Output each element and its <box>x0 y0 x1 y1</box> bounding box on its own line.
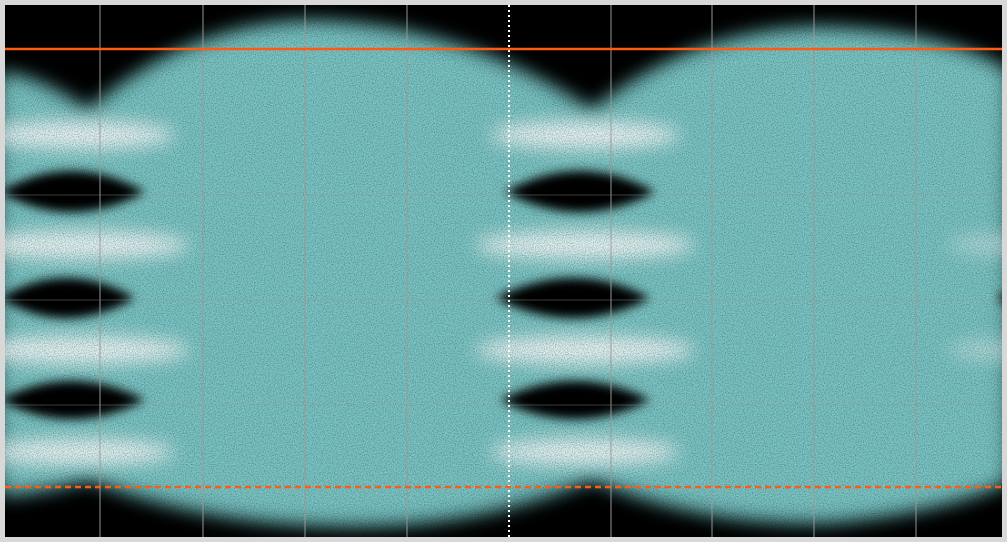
graticule <box>5 5 1002 537</box>
